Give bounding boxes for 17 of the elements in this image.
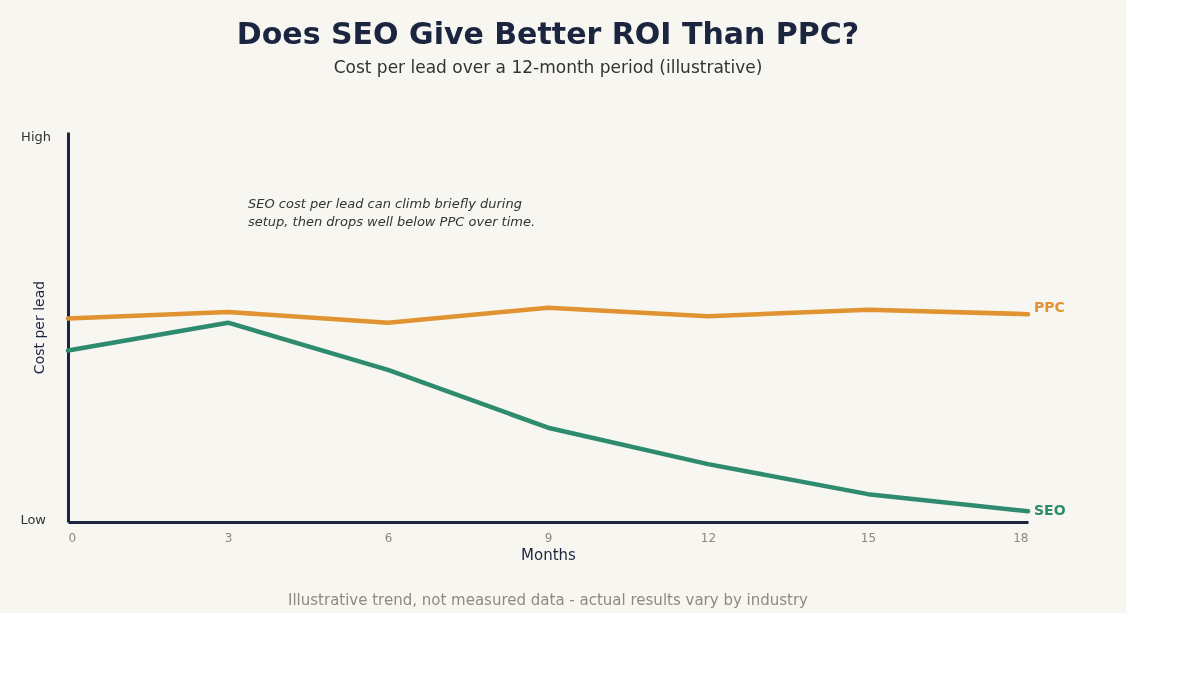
x-axis-title: Months [521, 545, 577, 564]
x-tick-label: 9 [544, 530, 553, 545]
text: High [21, 129, 51, 144]
series-label: SEO [1034, 502, 1066, 519]
text: Illustrative trend, not measured data - actual results vary by industry [288, 591, 809, 609]
series-label: PPC [1034, 299, 1065, 316]
x-tick-label: 3 [224, 530, 233, 545]
y-axis-title: Cost per lead [30, 280, 47, 375]
x-tick-label: 18 [1013, 530, 1029, 545]
text: Low [20, 512, 47, 527]
x-tick-label: 12 [700, 530, 717, 545]
x-tick-label: 15 [860, 530, 877, 545]
x-tick-label: 0 [68, 530, 77, 545]
text: SEO cost per lead can climb briefly during setup, then drops well below PPC over time. [248, 196, 536, 229]
x-tick-label: 6 [384, 530, 393, 545]
chart-title: Does SEO Give Better ROI Than PPC? [236, 16, 860, 51]
chart-subtitle: Cost per lead over a 12-month period (illustrative) [333, 57, 763, 77]
